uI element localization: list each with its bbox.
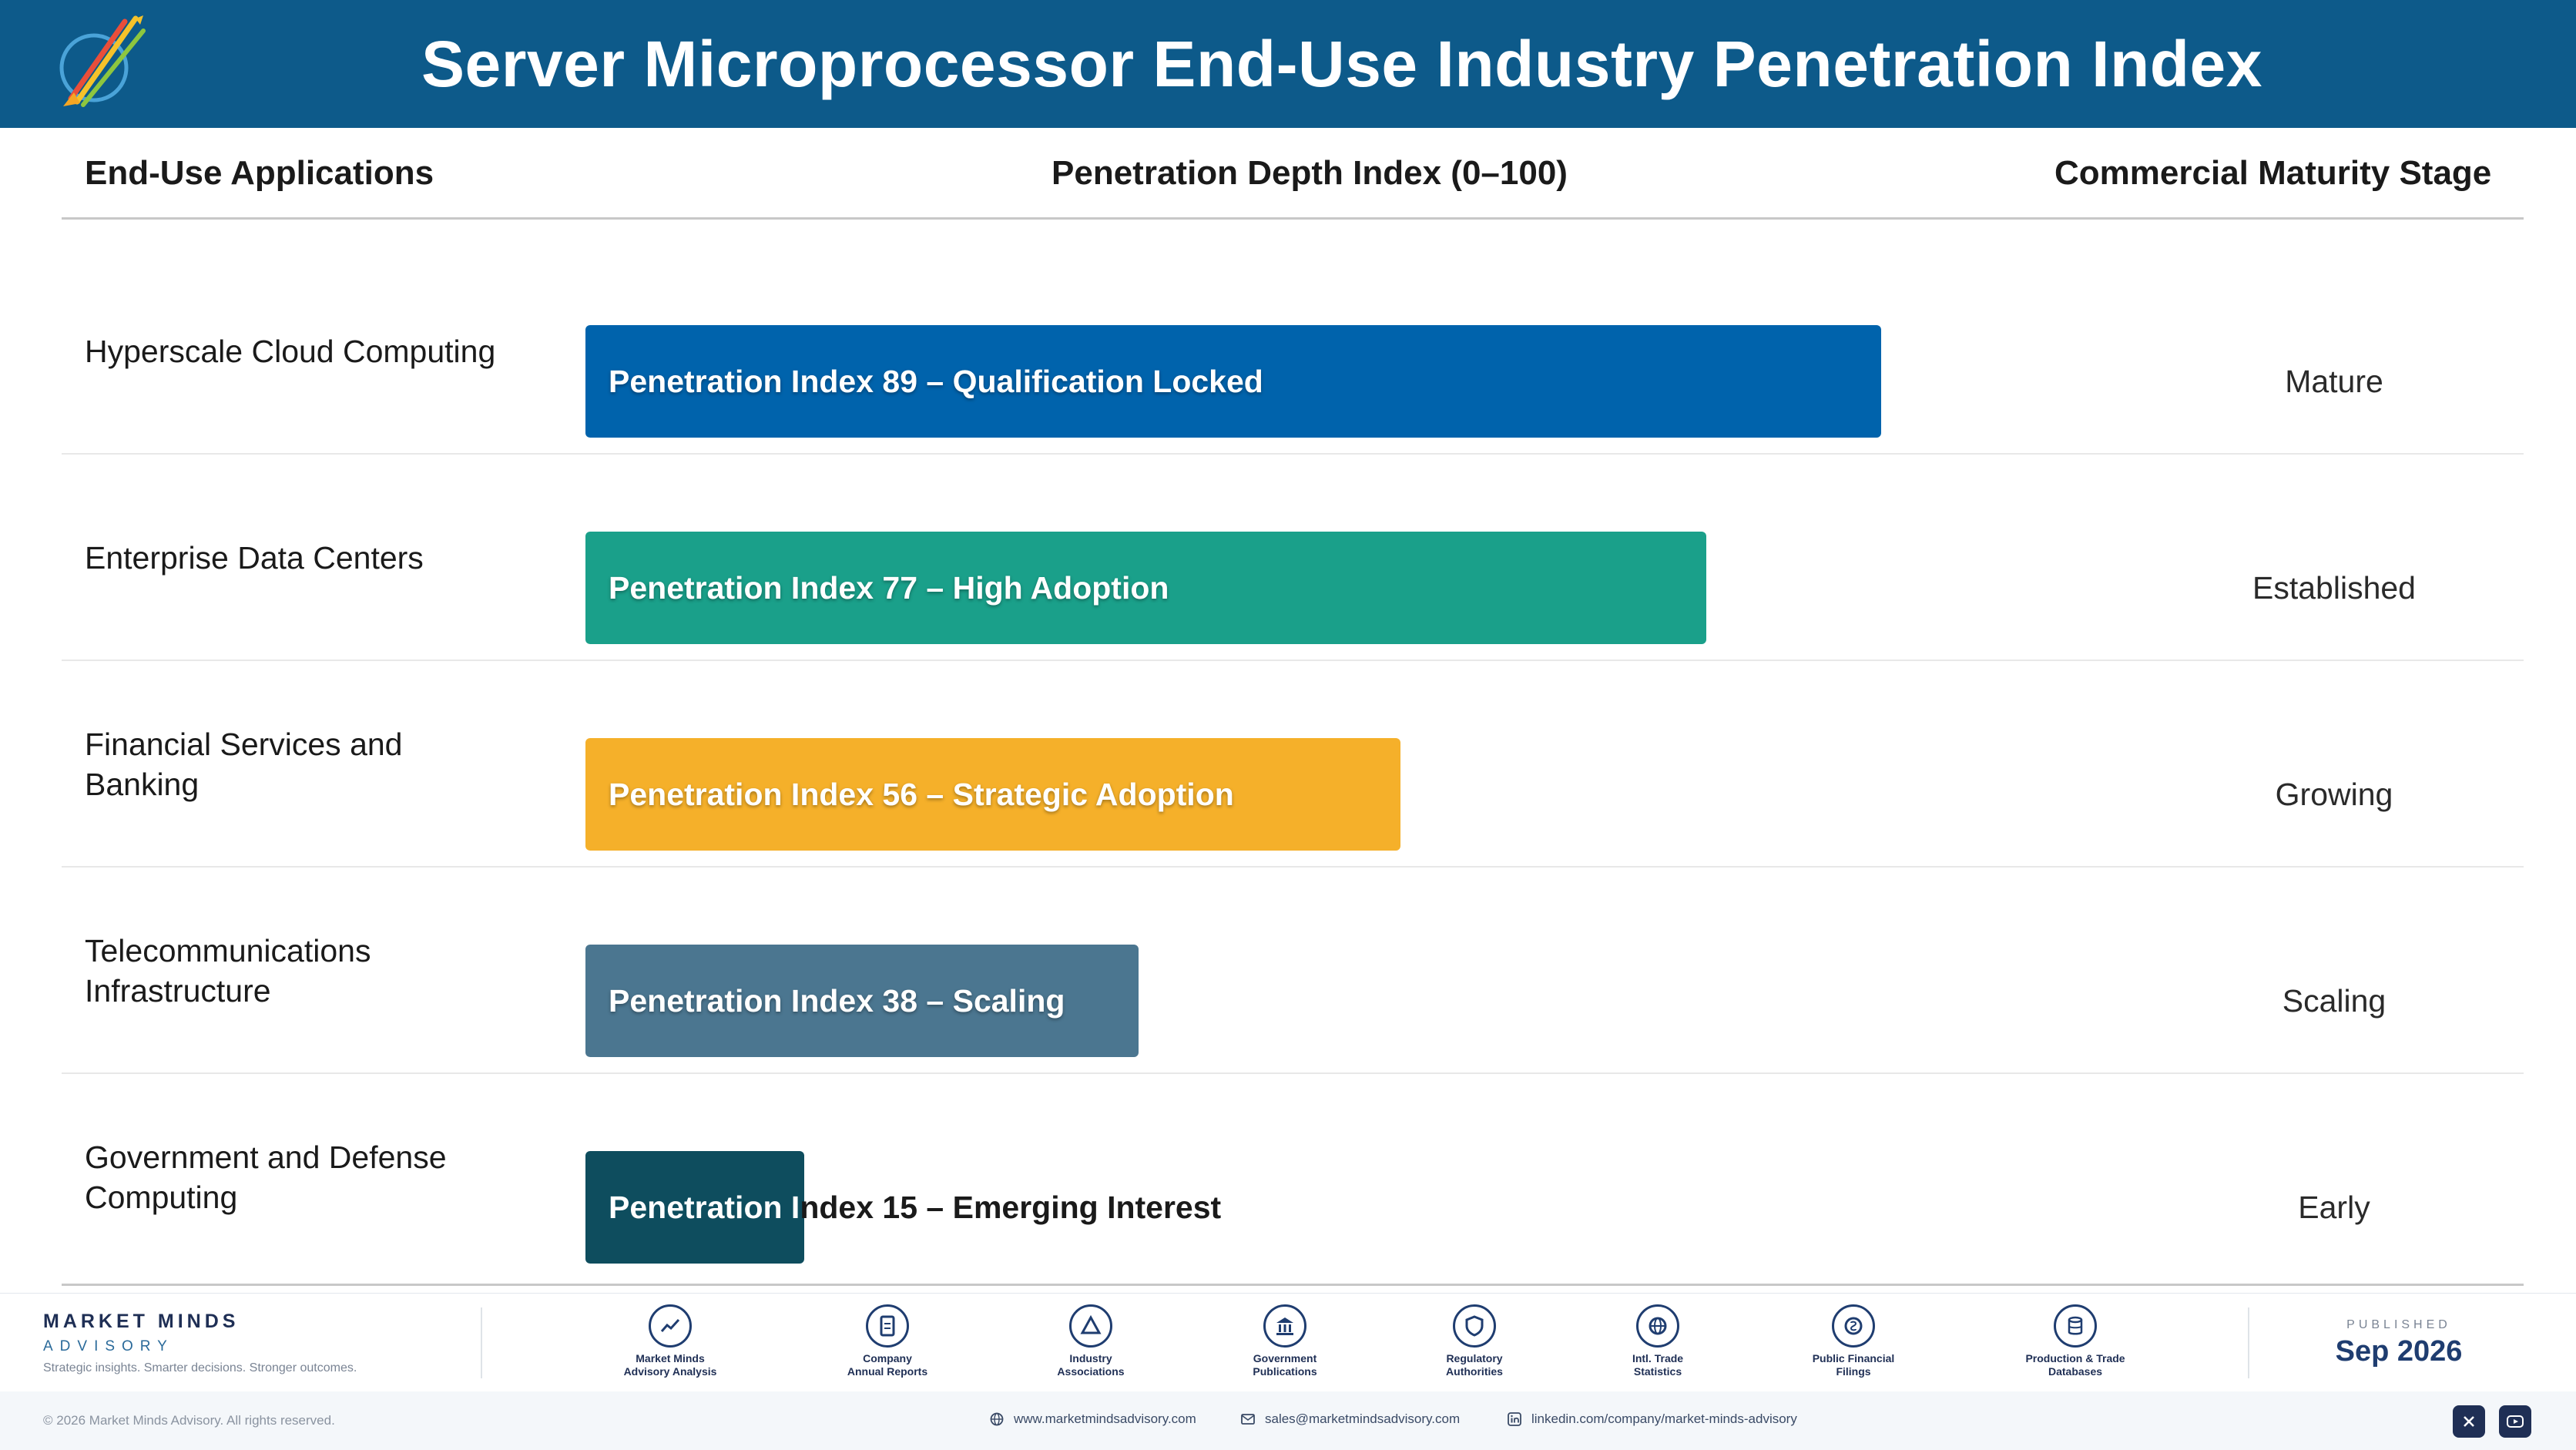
source-label: Annual Reports <box>847 1365 928 1378</box>
source-label: Company <box>863 1352 912 1364</box>
x-icon <box>2464 1416 2474 1427</box>
brand-name: MARKET MINDS <box>43 1311 240 1332</box>
brand-tagline: Strategic insights. Smarter decisions. S… <box>43 1361 357 1374</box>
source-item: Public Financial Filings <box>1784 1304 1923 1378</box>
bar-label: Penetration Index 15 – Emerging Interest <box>609 1151 1221 1264</box>
globe-icon <box>1636 1304 1679 1348</box>
bar-label: Penetration Index 38 – Scaling <box>609 983 1065 1019</box>
maturity-stage: Growing <box>2275 777 2393 812</box>
website-link[interactable]: www.marketmindsadvisory.com <box>989 1411 1196 1427</box>
copyright-text: © 2026 Market Minds Advisory. All rights… <box>43 1413 335 1428</box>
column-header-index: Penetration Depth Index (0–100) <box>1052 154 1568 192</box>
bar-label: Penetration Index 56 – Strategic Adoptio… <box>609 777 1234 812</box>
source-item: Regulatory Authorities <box>1405 1304 1544 1378</box>
source-label: Public Financial <box>1812 1352 1895 1364</box>
trend-chart-icon <box>649 1304 692 1348</box>
website-text[interactable]: www.marketmindsadvisory.com <box>1014 1411 1196 1426</box>
chart-bottom-divider <box>62 1284 2524 1286</box>
brand-subtitle: ADVISORY <box>43 1338 174 1354</box>
email-text[interactable]: sales@marketmindsadvisory.com <box>1265 1411 1461 1426</box>
footer-sources-band: MARKET MINDS ADVISORY Strategic insights… <box>0 1293 2576 1391</box>
source-item: Company Annual Reports <box>818 1304 957 1378</box>
source-label: Industry <box>1069 1352 1112 1364</box>
database-icon <box>2054 1304 2097 1348</box>
page-title: Server Microprocessor End-Use Industry P… <box>421 28 2262 100</box>
row-divider <box>62 866 2524 868</box>
table-row: Telecommunications Infrastructure Penetr… <box>62 868 2524 1074</box>
header-banner: Server Microprocessor End-Use Industry P… <box>0 0 2576 128</box>
email-link[interactable]: sales@marketmindsadvisory.com <box>1240 1411 1460 1427</box>
column-header-stage: Commercial Maturity Stage <box>2054 154 2492 192</box>
source-item: Market Minds Advisory Analysis <box>601 1304 740 1378</box>
source-label: Regulatory <box>1446 1352 1503 1364</box>
maturity-stage: Scaling <box>2282 983 2386 1019</box>
row-label: Financial Services and Banking <box>85 727 403 802</box>
row-label: Government and Defense Computing <box>85 1140 447 1215</box>
published-label: PUBLISHED <box>2346 1318 2451 1331</box>
source-item: Industry Associations <box>1021 1304 1160 1378</box>
linkedin-icon <box>1508 1412 1521 1426</box>
bar-label: Penetration Index 77 – High Adoption <box>609 570 1169 606</box>
source-label: Advisory Analysis <box>623 1365 717 1378</box>
row-divider <box>62 1072 2524 1074</box>
row-label: Telecommunications Infrastructure <box>85 933 371 1009</box>
footer: MARKET MINDS ADVISORY Strategic insights… <box>0 1293 2576 1450</box>
linkedin-text[interactable]: linkedin.com/company/market-minds-adviso… <box>1531 1411 1797 1426</box>
maturity-stage: Mature <box>2285 364 2383 399</box>
source-label: Intl. Trade <box>1632 1352 1684 1364</box>
footer-divider <box>2248 1307 2249 1378</box>
table-row: Enterprise Data Centers Penetration Inde… <box>62 455 2524 661</box>
bar <box>585 945 1139 1057</box>
x-social-button[interactable] <box>2453 1405 2485 1438</box>
government-building-icon <box>1263 1304 1306 1348</box>
source-label: Production & Trade <box>2025 1352 2125 1364</box>
document-icon <box>866 1304 909 1348</box>
row-label: Hyperscale Cloud Computing <box>85 334 496 369</box>
bar <box>585 1151 804 1264</box>
bar <box>585 325 1881 438</box>
header-divider <box>62 217 2524 220</box>
source-label: Publications <box>1253 1365 1317 1378</box>
mail-icon <box>1241 1414 1255 1425</box>
source-label: Associations <box>1057 1365 1125 1378</box>
youtube-icon <box>2507 1415 2524 1428</box>
source-label: Statistics <box>1633 1365 1682 1378</box>
source-label: Filings <box>1836 1365 1871 1378</box>
table-row: Hyperscale Cloud Computing Penetration I… <box>62 248 2524 455</box>
source-label: Databases <box>2048 1365 2103 1378</box>
globe-icon <box>990 1412 1004 1426</box>
table-row: Government and Defense Computing Penetra… <box>62 1074 2524 1280</box>
shield-icon <box>1453 1304 1496 1348</box>
source-label: Authorities <box>1446 1365 1503 1378</box>
logo-icon <box>59 15 146 107</box>
coin-icon <box>1832 1304 1875 1348</box>
row-label: Enterprise Data Centers <box>85 540 424 576</box>
bar <box>585 738 1400 851</box>
source-label: Government <box>1253 1352 1317 1364</box>
source-item: Intl. Trade Statistics <box>1588 1304 1727 1378</box>
table-row: Financial Services and Banking Penetrati… <box>62 661 2524 868</box>
source-item: Government Publications <box>1216 1304 1354 1378</box>
row-divider <box>62 453 2524 455</box>
network-icon <box>1069 1304 1112 1348</box>
maturity-stage: Established <box>2252 570 2416 606</box>
column-header-applications: End-Use Applications <box>85 154 434 192</box>
published-date: Sep 2026 <box>2335 1335 2463 1368</box>
youtube-social-button[interactable] <box>2499 1405 2531 1438</box>
source-label: Market Minds <box>636 1352 705 1364</box>
linkedin-link[interactable]: linkedin.com/company/market-minds-adviso… <box>1507 1411 1797 1427</box>
footer-divider <box>481 1307 482 1378</box>
source-item: Production & Trade Databases <box>2006 1304 2145 1378</box>
row-divider <box>62 660 2524 661</box>
bar <box>585 532 1706 644</box>
bar-label: Penetration Index 89 – Qualification Loc… <box>609 364 1263 399</box>
maturity-stage: Early <box>2298 1190 2370 1225</box>
